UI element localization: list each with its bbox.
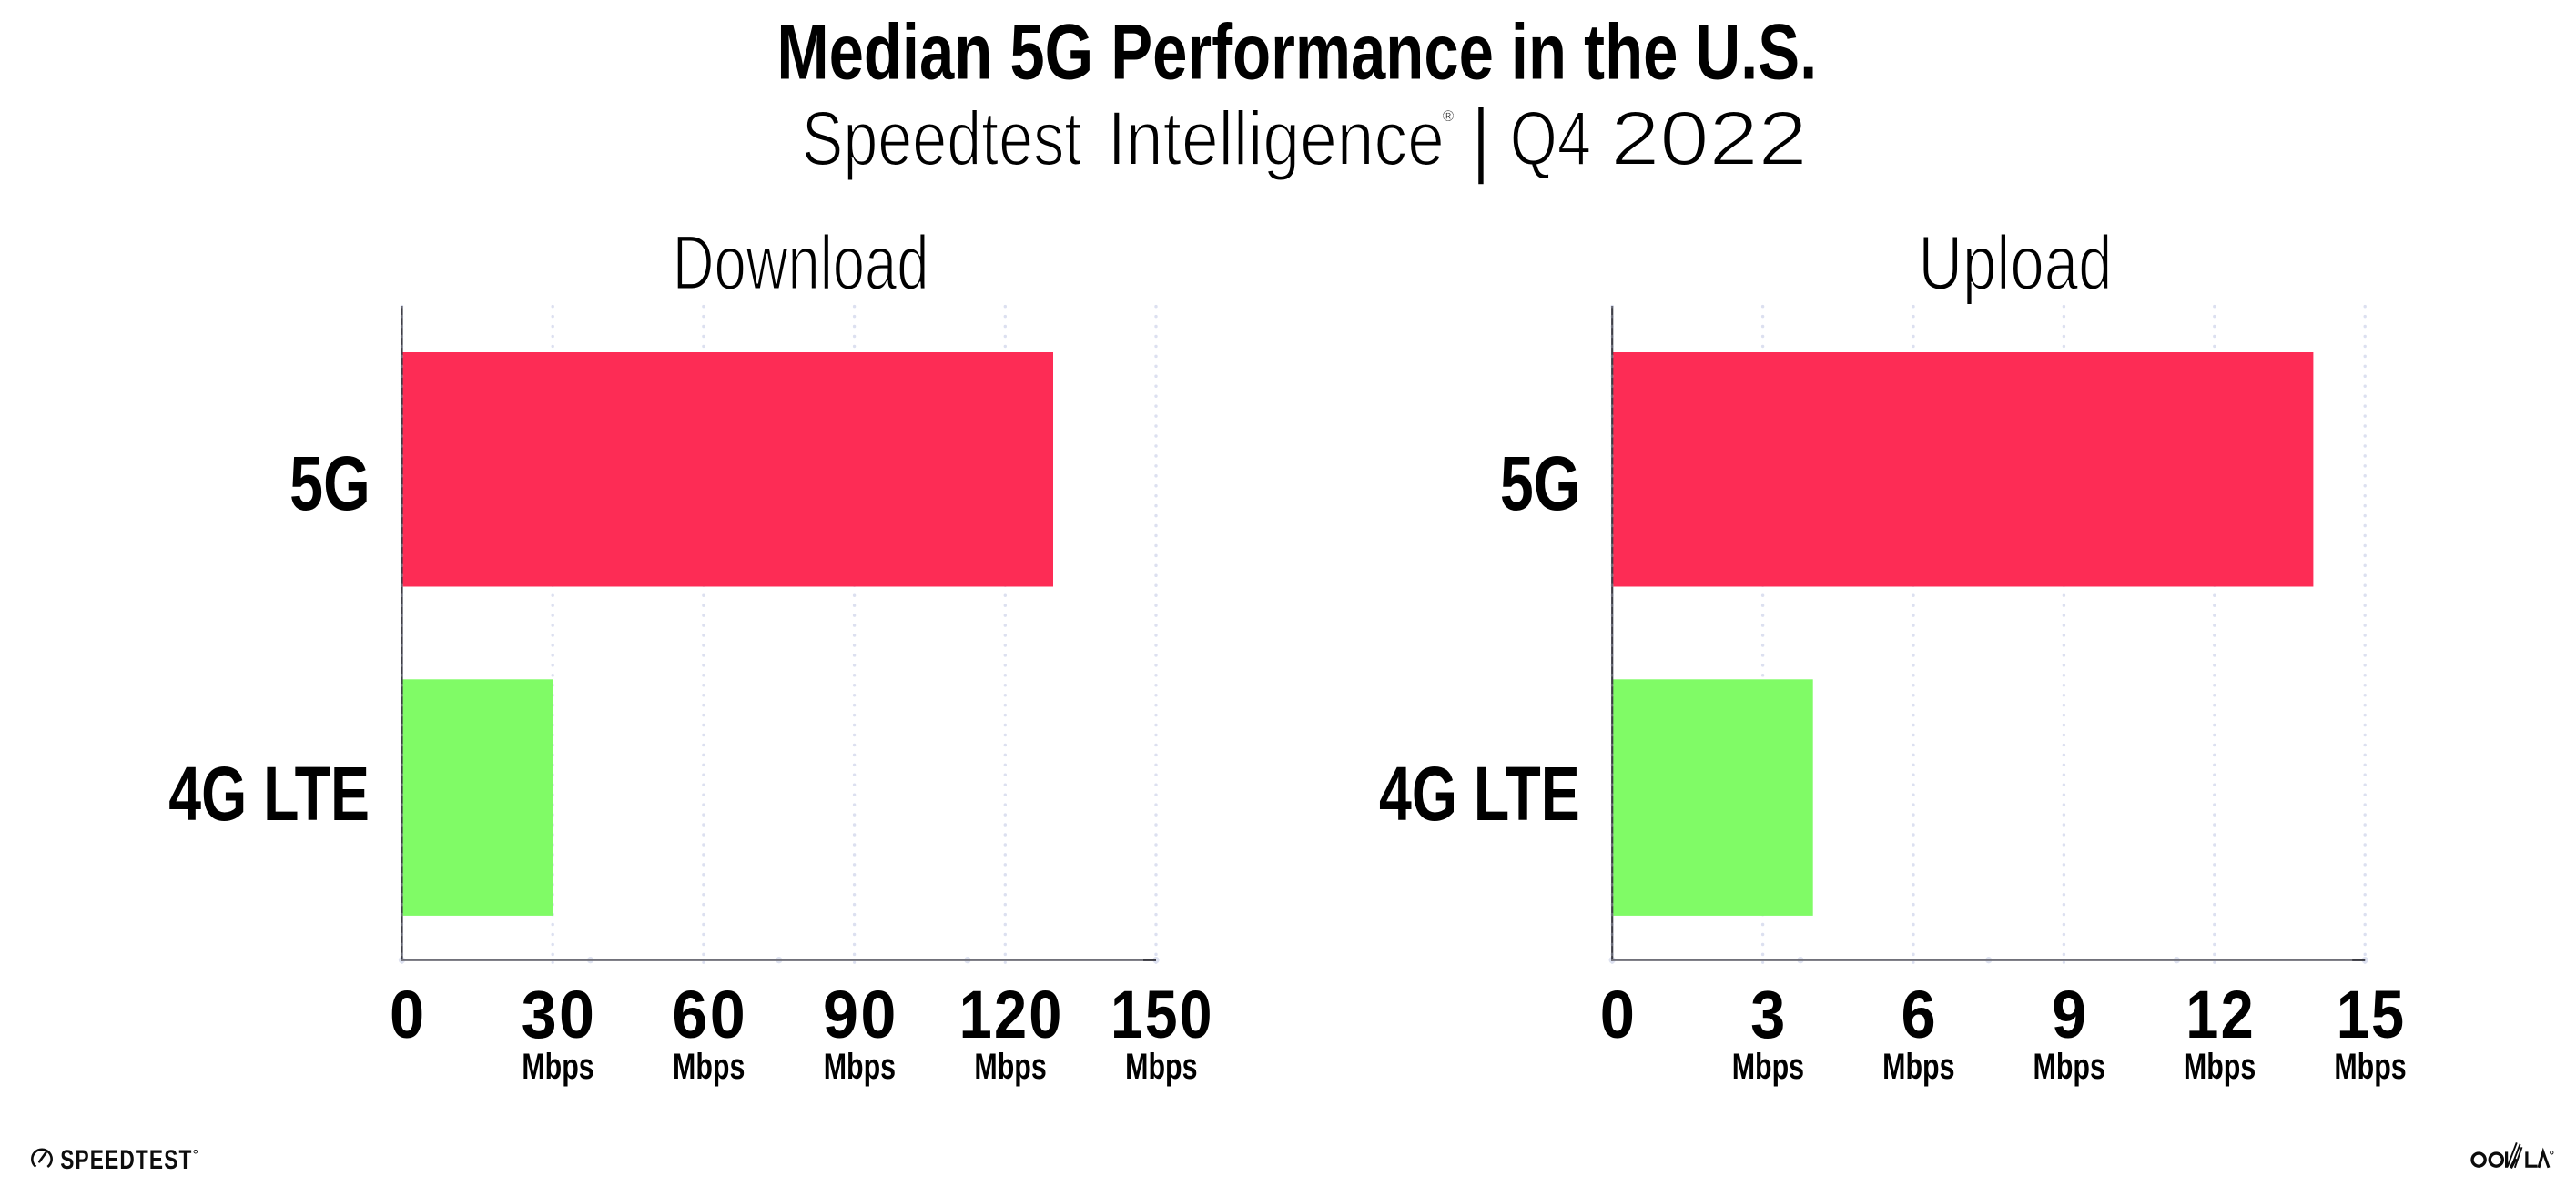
svg-text:60: 60: [672, 978, 747, 1052]
svg-text:Upload: Upload: [1919, 220, 2113, 306]
svg-text:2022: 2022: [1610, 96, 1807, 182]
svg-text:0: 0: [390, 978, 426, 1053]
svg-text:Mbps: Mbps: [522, 1046, 593, 1087]
svg-text:150: 150: [1111, 977, 1214, 1052]
svg-text:Mbps: Mbps: [673, 1046, 745, 1087]
svg-text:6: 6: [1902, 978, 1938, 1053]
svg-text:5G: 5G: [1500, 441, 1581, 527]
svg-text:Mbps: Mbps: [2334, 1046, 2406, 1087]
svg-text:Mbps: Mbps: [1882, 1046, 1954, 1087]
svg-text:Mbps: Mbps: [1125, 1046, 1197, 1087]
svg-text:9: 9: [2052, 978, 2088, 1053]
svg-text:120: 120: [959, 977, 1064, 1052]
svg-text:Q4: Q4: [1510, 96, 1591, 182]
svg-text:Mbps: Mbps: [974, 1046, 1046, 1087]
svg-text:®: ®: [1443, 107, 1455, 125]
svg-text:Download: Download: [673, 220, 929, 306]
svg-text:90: 90: [823, 978, 898, 1052]
svg-text:Mbps: Mbps: [2184, 1046, 2256, 1087]
svg-text:0: 0: [1600, 978, 1637, 1053]
svg-text:4G LTE: 4G LTE: [1379, 751, 1580, 837]
svg-text:Median 5G Performance in the U: Median 5G Performance in the U.S.: [776, 8, 1817, 96]
svg-text:SPEEDTEST: SPEEDTEST: [60, 1144, 192, 1175]
svg-text:5G: 5G: [289, 441, 370, 527]
svg-text:Intelligence: Intelligence: [1108, 95, 1445, 181]
svg-text:30: 30: [522, 978, 597, 1052]
svg-text:4G LTE: 4G LTE: [168, 751, 370, 837]
svg-text:Mbps: Mbps: [2033, 1046, 2105, 1087]
svg-text:12: 12: [2186, 977, 2256, 1052]
svg-text:Speedtest: Speedtest: [802, 96, 1081, 182]
svg-text:Mbps: Mbps: [824, 1046, 896, 1087]
svg-text:|: |: [1470, 93, 1492, 186]
svg-text:15: 15: [2337, 977, 2407, 1052]
svg-text:Mbps: Mbps: [1732, 1046, 1804, 1087]
svg-text:3: 3: [1750, 978, 1787, 1053]
